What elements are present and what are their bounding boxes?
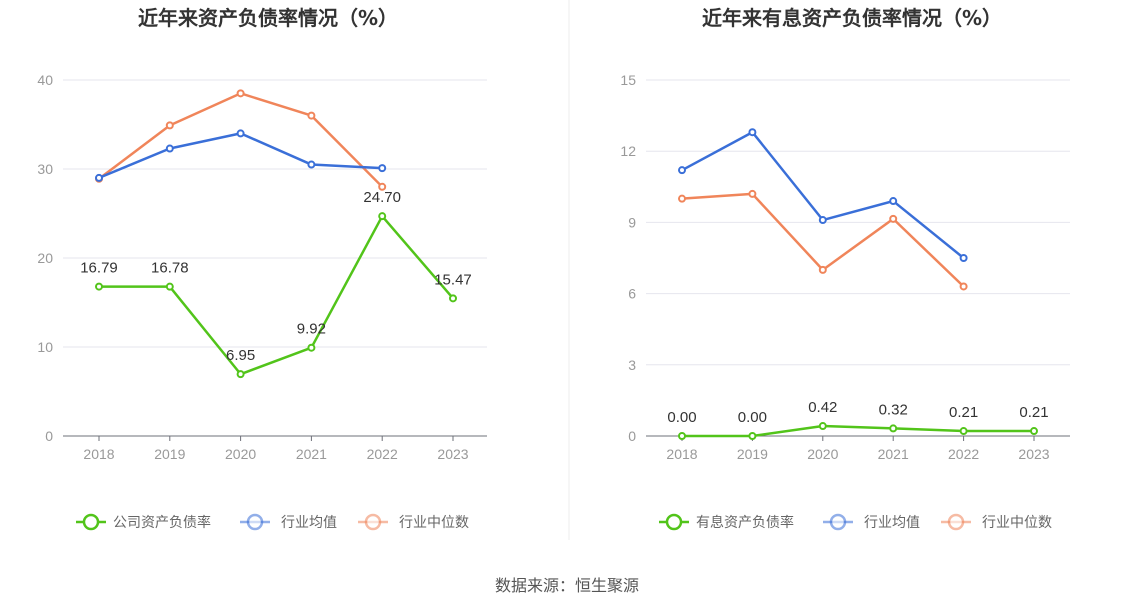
data-point xyxy=(748,432,757,440)
data-point xyxy=(378,182,387,191)
data-point xyxy=(378,164,387,173)
data-label: 16.78 xyxy=(151,260,189,277)
data-point xyxy=(307,111,316,120)
data-point xyxy=(678,432,686,440)
data-point xyxy=(165,144,174,153)
x-tick-label: 2019 xyxy=(737,446,768,462)
data-point xyxy=(95,173,103,182)
x-tick-label: 2023 xyxy=(1018,446,1049,462)
series-line xyxy=(98,132,383,180)
data-label: 6.95 xyxy=(226,347,255,364)
data-point xyxy=(95,282,103,291)
data-point xyxy=(818,265,827,274)
data-point xyxy=(236,370,245,379)
legend-swatch-marker xyxy=(665,513,683,531)
x-tick-label: 2020 xyxy=(807,446,838,462)
legend-item: 行业均值 xyxy=(823,513,920,531)
data-label: 0.21 xyxy=(1019,404,1048,421)
series-line xyxy=(682,424,1034,438)
data-label: 9.92 xyxy=(297,321,326,338)
legend-item: 行业中位数 xyxy=(358,513,469,531)
series-line xyxy=(98,214,454,376)
data-point xyxy=(889,214,898,223)
data-point xyxy=(449,294,457,303)
data-point xyxy=(818,216,827,225)
data-point xyxy=(748,128,757,137)
x-tick-label: 2022 xyxy=(367,446,398,462)
data-point xyxy=(678,194,686,203)
y-tick-label: 15 xyxy=(620,72,636,88)
x-tick-label: 2023 xyxy=(437,446,468,462)
data-label: 0.00 xyxy=(667,409,696,426)
chart-1: 近年来资产负债率情况（%） 0 10 20 30 40 2018 2019 2020 2021 20… xyxy=(37,6,487,531)
data-point xyxy=(236,129,245,138)
legend-label: 行业中位数 xyxy=(399,515,469,531)
legend-swatch-marker xyxy=(82,513,100,531)
y-tick-label: 6 xyxy=(628,286,636,302)
x-tick-label: 2018 xyxy=(666,446,697,462)
y-tick-label: 10 xyxy=(37,339,53,355)
data-point xyxy=(959,282,968,291)
legend-swatch-marker xyxy=(829,513,847,531)
legend-item: 行业中位数 xyxy=(941,513,1052,531)
y-tick-label: 30 xyxy=(37,161,53,177)
legend-label: 公司资产负债率 xyxy=(113,514,211,531)
x-tick-label: 2021 xyxy=(296,446,327,462)
data-point xyxy=(307,160,316,169)
data-label: 15.47 xyxy=(434,271,472,288)
data-label: 16.79 xyxy=(80,260,118,277)
legend-label: 行业均值 xyxy=(864,515,920,531)
data-point xyxy=(959,254,968,262)
data-point xyxy=(959,427,968,436)
data-point xyxy=(818,422,827,431)
y-tick-label: 20 xyxy=(37,250,53,266)
y-tick-label: 40 xyxy=(37,72,53,88)
data-point xyxy=(378,212,387,221)
x-tick-label: 2018 xyxy=(83,446,114,462)
y-tick-label: 0 xyxy=(45,428,53,444)
legend-item: 行业均值 xyxy=(240,513,337,531)
data-label: 24.70 xyxy=(363,189,401,206)
data-point xyxy=(748,189,757,198)
legend-label: 行业均值 xyxy=(281,515,337,531)
data-point xyxy=(678,166,686,175)
data-label: 0.32 xyxy=(879,401,908,418)
legend-label: 有息资产负债率 xyxy=(696,514,794,531)
data-point xyxy=(889,197,898,206)
y-tick-label: 3 xyxy=(628,357,636,373)
data-label: 0.42 xyxy=(808,399,837,416)
data-point xyxy=(307,343,316,352)
x-tick-label: 2022 xyxy=(948,446,979,462)
y-tick-label: 12 xyxy=(620,143,636,159)
legend-item: 公司资产负债率 xyxy=(76,513,211,531)
data-source-note: 数据来源：恒生聚源 xyxy=(494,576,639,595)
chart-2: 近年来有息资产负债率情况（%） 0 3 6 9 12 15 2018 2019 2020 2021 2… xyxy=(620,6,1070,531)
data-point xyxy=(165,121,174,130)
data-point xyxy=(1030,427,1038,436)
y-tick-label: 9 xyxy=(628,214,636,230)
data-label: 0.00 xyxy=(738,409,767,426)
chart-title: 近年来资产负债率情况（%） xyxy=(138,6,398,30)
legend-swatch-marker xyxy=(947,513,965,531)
legend-swatch-marker xyxy=(364,513,382,531)
data-point xyxy=(889,424,898,433)
x-tick-label: 2021 xyxy=(878,446,909,462)
chart-title: 近年来有息资产负债率情况（%） xyxy=(702,6,1002,30)
x-tick-label: 2019 xyxy=(154,446,185,462)
legend-swatch-marker xyxy=(246,513,264,531)
x-tick-label: 2020 xyxy=(225,446,256,462)
data-label: 0.21 xyxy=(949,404,978,421)
data-point xyxy=(236,89,245,98)
legend-label: 行业中位数 xyxy=(982,515,1052,531)
y-tick-label: 0 xyxy=(628,428,636,444)
data-point xyxy=(165,282,174,291)
legend-item: 有息资产负债率 xyxy=(659,513,794,531)
series-line xyxy=(98,92,384,188)
